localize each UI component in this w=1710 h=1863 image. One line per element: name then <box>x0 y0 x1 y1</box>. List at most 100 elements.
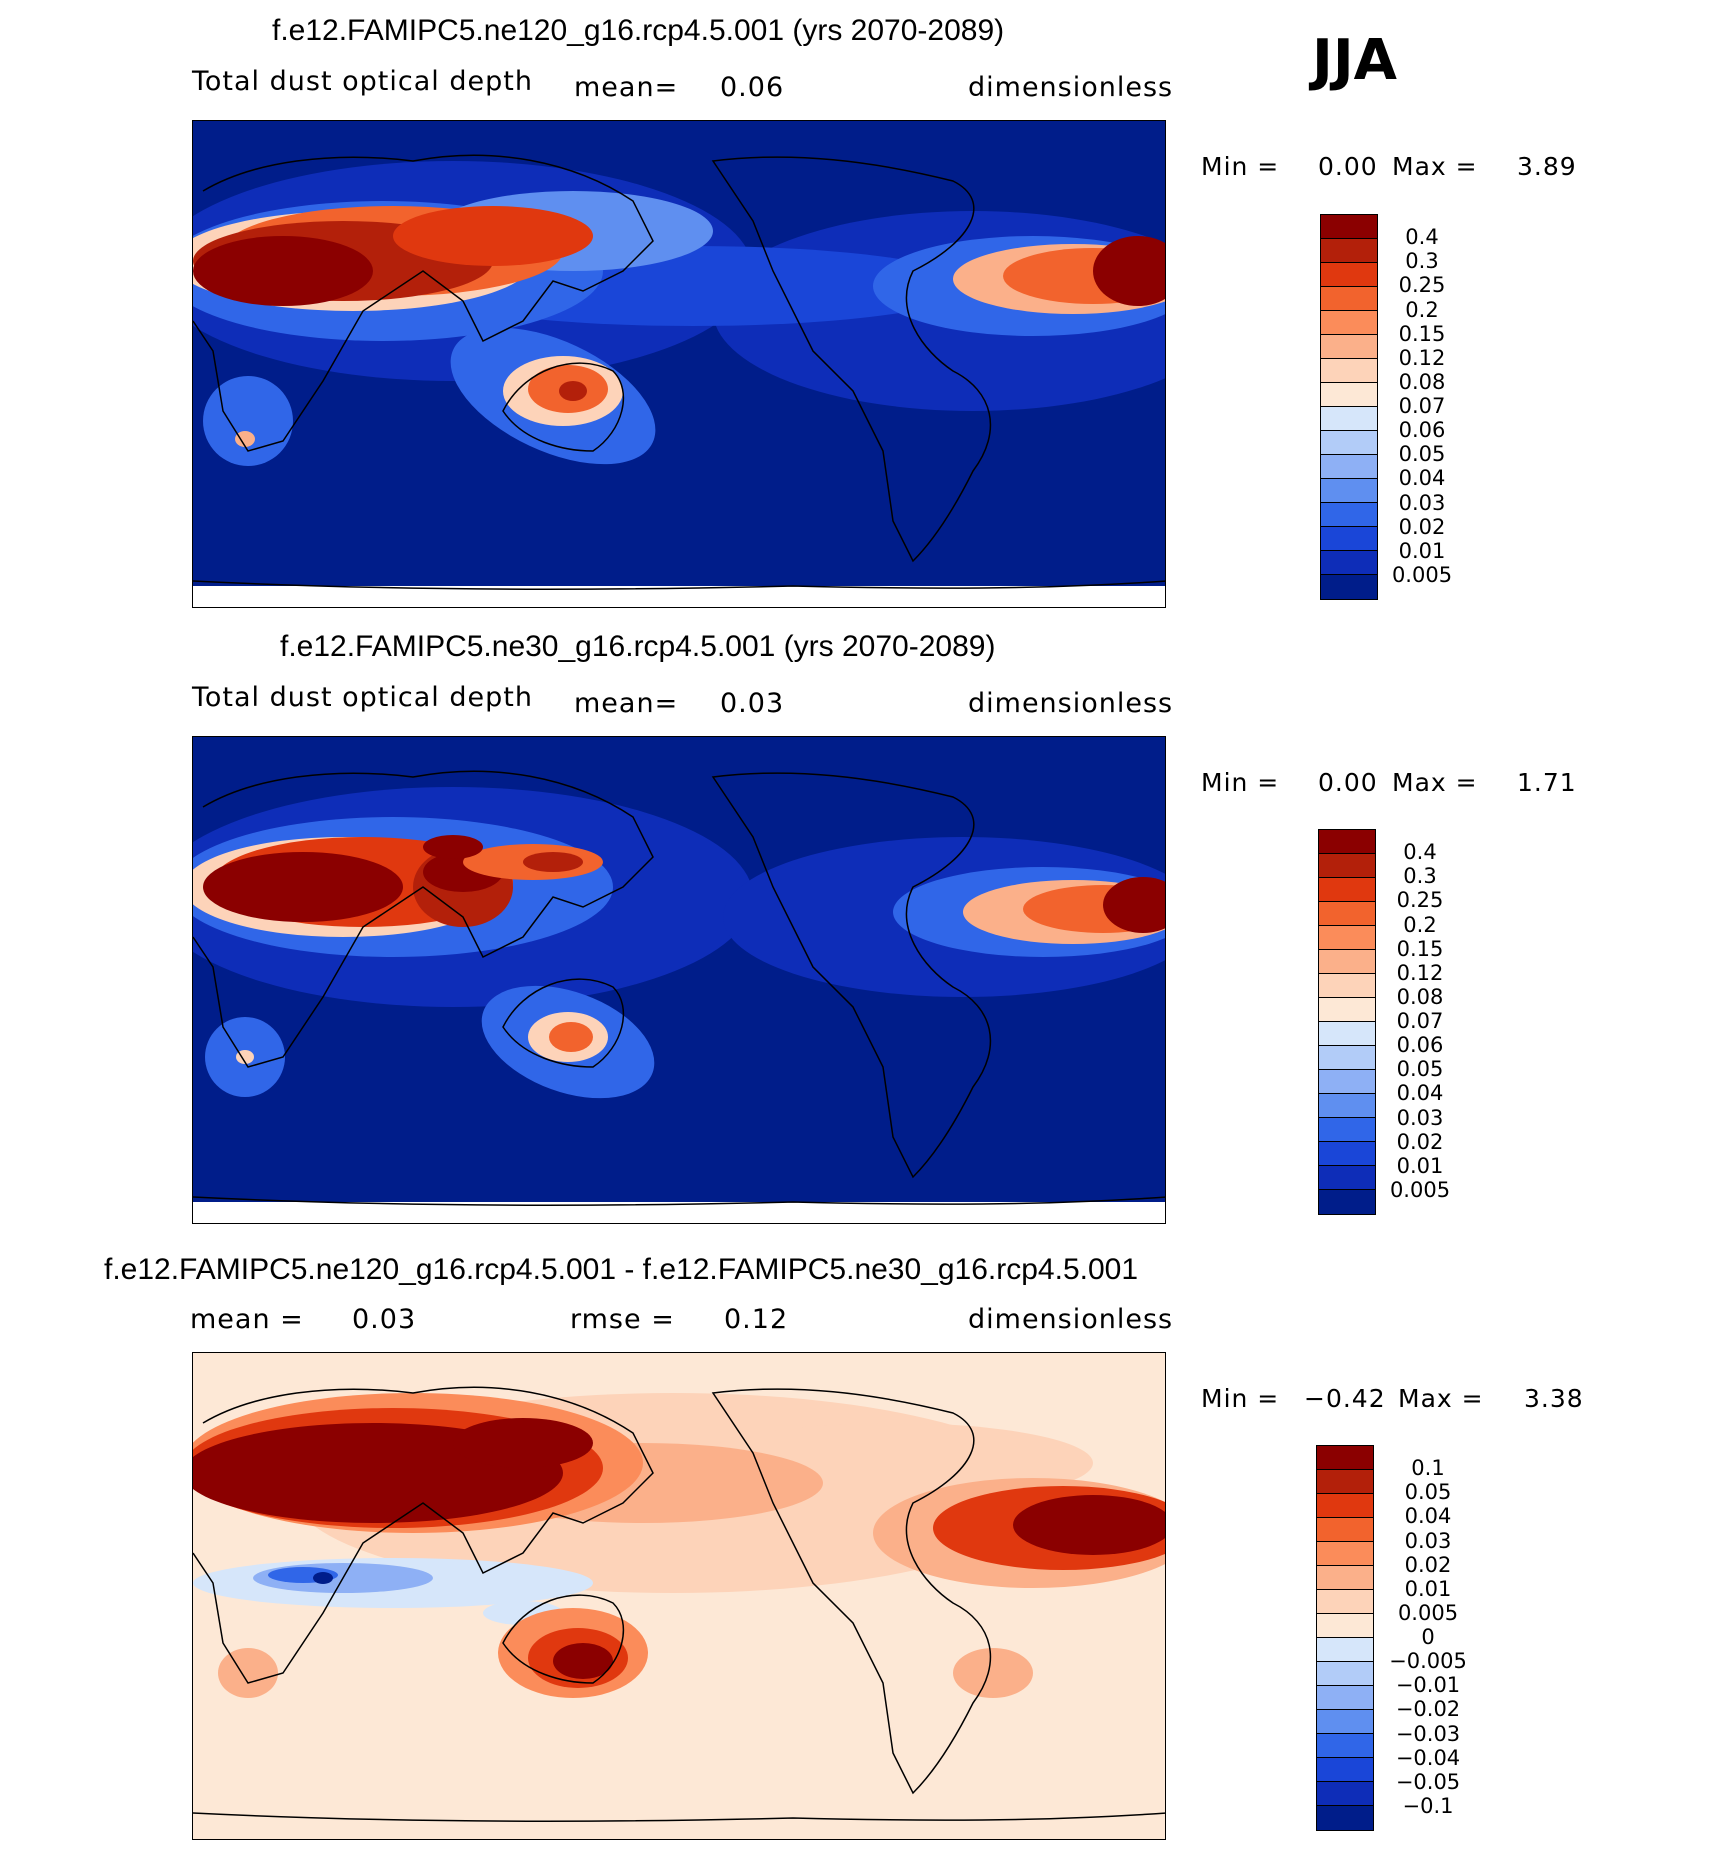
season-label: JJA <box>1312 28 1398 93</box>
colorbar-cell <box>1321 407 1377 431</box>
colorbar-cell <box>1321 503 1377 527</box>
colorbar-cell <box>1317 1806 1373 1830</box>
colorbar-tick-label: 0.07 <box>1398 394 1446 418</box>
panel2-max-label: Max = <box>1392 768 1478 797</box>
colorbar-cell <box>1317 1734 1373 1758</box>
colorbar-cell <box>1317 1758 1373 1782</box>
colorbar-tick-label: 0.08 <box>1396 984 1444 1009</box>
colorbar-tick-label: −0.02 <box>1395 1697 1461 1722</box>
colorbar-cell <box>1321 383 1377 407</box>
colorbar-tick-label: 0.03 <box>1396 1105 1444 1130</box>
panel1-colorbar <box>1320 214 1378 600</box>
colorbar-cell <box>1317 1542 1373 1566</box>
colorbar-tick-label: 0.4 <box>1403 840 1437 865</box>
colorbar-cell <box>1317 1446 1373 1470</box>
panel1-map <box>192 120 1166 608</box>
colorbar-cell <box>1317 1614 1373 1638</box>
panel1-variable: Total dust optical depth <box>192 66 533 97</box>
colorbar-cell <box>1321 215 1377 239</box>
panel1-min-label: Min = <box>1201 152 1280 181</box>
panel3-min-value: −0.42 <box>1304 1384 1386 1413</box>
colorbar-tick-label: 0.02 <box>1398 514 1446 539</box>
colorbar-tick-label: 0.04 <box>1404 1504 1452 1529</box>
panel2-title: f.e12.FAMIPC5.ne30_g16.rcp4.5.001 (yrs 2… <box>280 630 996 663</box>
panel1-mean-label: mean= <box>574 72 679 103</box>
colorbar-tick-label: 0.01 <box>1396 1153 1444 1178</box>
colorbar-tick-label: 0.12 <box>1398 345 1446 370</box>
colorbar-cell <box>1319 950 1375 974</box>
colorbar-cell <box>1317 1470 1373 1494</box>
colorbar-tick-label: −0.005 <box>1389 1649 1467 1674</box>
panel1-title: f.e12.FAMIPC5.ne120_g16.rcp4.5.001 (yrs … <box>272 14 1005 47</box>
colorbar-cell <box>1317 1662 1373 1686</box>
panel1-units: dimensionless <box>968 72 1174 103</box>
colorbar-tick-label: 0.12 <box>1396 960 1444 985</box>
colorbar-tick-label: 0.005 <box>1391 562 1453 587</box>
colorbar-cell <box>1317 1494 1373 1518</box>
colorbar-tick-label: 0.01 <box>1404 1576 1452 1601</box>
colorbar-cell <box>1321 287 1377 311</box>
colorbar-tick-label: 0.4 <box>1405 225 1439 250</box>
colorbar-tick-label: 0.04 <box>1398 466 1446 491</box>
panel3-colorbar <box>1316 1445 1374 1831</box>
panel1-min-value: 0.00 <box>1318 152 1378 181</box>
colorbar-tick-label: 0.15 <box>1396 936 1444 961</box>
colorbar-tick-label: 0.1 <box>1411 1456 1445 1481</box>
colorbar-tick-label: −0.04 <box>1395 1745 1461 1770</box>
colorbar-tick-label: 0.06 <box>1398 418 1446 443</box>
colorbar-cell <box>1319 1094 1375 1118</box>
colorbar-tick-label: 0.005 <box>1397 1600 1459 1625</box>
colorbar-tick-label: 0.2 <box>1405 297 1439 322</box>
panel3-mean-value: 0.03 <box>352 1304 417 1335</box>
colorbar-tick-label: 0.05 <box>1396 1057 1444 1082</box>
colorbar-tick-label: 0.3 <box>1405 249 1439 274</box>
colorbar-cell <box>1319 926 1375 950</box>
colorbar-tick-label: 0 <box>1421 1625 1435 1649</box>
colorbar-tick-label: 0.15 <box>1398 321 1446 346</box>
colorbar-cell <box>1319 854 1375 878</box>
colorbar-cell <box>1317 1710 1373 1734</box>
panel3-title: f.e12.FAMIPC5.ne120_g16.rcp4.5.001 - f.e… <box>104 1253 1139 1286</box>
colorbar-cell <box>1317 1590 1373 1614</box>
panel2-mean-label: mean= <box>574 688 679 719</box>
panel3-min-label: Min = <box>1201 1384 1280 1413</box>
colorbar-cell <box>1319 878 1375 902</box>
panel1-max-value: 3.89 <box>1517 152 1577 181</box>
colorbar-tick-label: 0.04 <box>1396 1081 1444 1106</box>
panel2-variable: Total dust optical depth <box>192 682 533 713</box>
colorbar-cell <box>1319 1046 1375 1070</box>
colorbar-cell <box>1321 359 1377 383</box>
panel3-max-value: 3.38 <box>1524 1384 1584 1413</box>
colorbar-cell <box>1319 998 1375 1022</box>
panel1-max-label: Max = <box>1392 152 1478 181</box>
colorbar-tick-label: 0.07 <box>1396 1009 1444 1033</box>
colorbar-cell <box>1319 1022 1375 1046</box>
colorbar-cell <box>1319 1166 1375 1190</box>
colorbar-cell <box>1317 1686 1373 1710</box>
colorbar-cell <box>1319 830 1375 854</box>
colorbar-cell <box>1321 263 1377 287</box>
colorbar-tick-label: 0.25 <box>1398 273 1446 298</box>
colorbar-cell <box>1321 239 1377 263</box>
colorbar-tick-label: −0.05 <box>1395 1769 1461 1794</box>
colorbar-cell <box>1319 902 1375 926</box>
colorbar-tick-label: −0.1 <box>1402 1793 1454 1818</box>
colorbar-cell <box>1319 1190 1375 1214</box>
colorbar-cell <box>1319 974 1375 998</box>
panel3-max-label: Max = <box>1398 1384 1484 1413</box>
colorbar-cell <box>1321 311 1377 335</box>
colorbar-tick-label: 0.005 <box>1389 1177 1451 1202</box>
colorbar-tick-label: 0.05 <box>1404 1480 1452 1505</box>
colorbar-tick-label: −0.03 <box>1395 1721 1461 1746</box>
colorbar-tick-label: 0.2 <box>1403 912 1437 937</box>
colorbar-tick-label: 0.06 <box>1396 1033 1444 1058</box>
panel3-mean-label: mean = <box>190 1304 304 1335</box>
colorbar-cell <box>1317 1638 1373 1662</box>
panel2-max-value: 1.71 <box>1517 768 1577 797</box>
colorbar-cell <box>1321 551 1377 575</box>
panel2-mean-value: 0.03 <box>720 688 785 719</box>
colorbar-cell <box>1317 1566 1373 1590</box>
colorbar-cell <box>1321 575 1377 599</box>
colorbar-cell <box>1319 1070 1375 1094</box>
panel2-units: dimensionless <box>968 688 1174 719</box>
